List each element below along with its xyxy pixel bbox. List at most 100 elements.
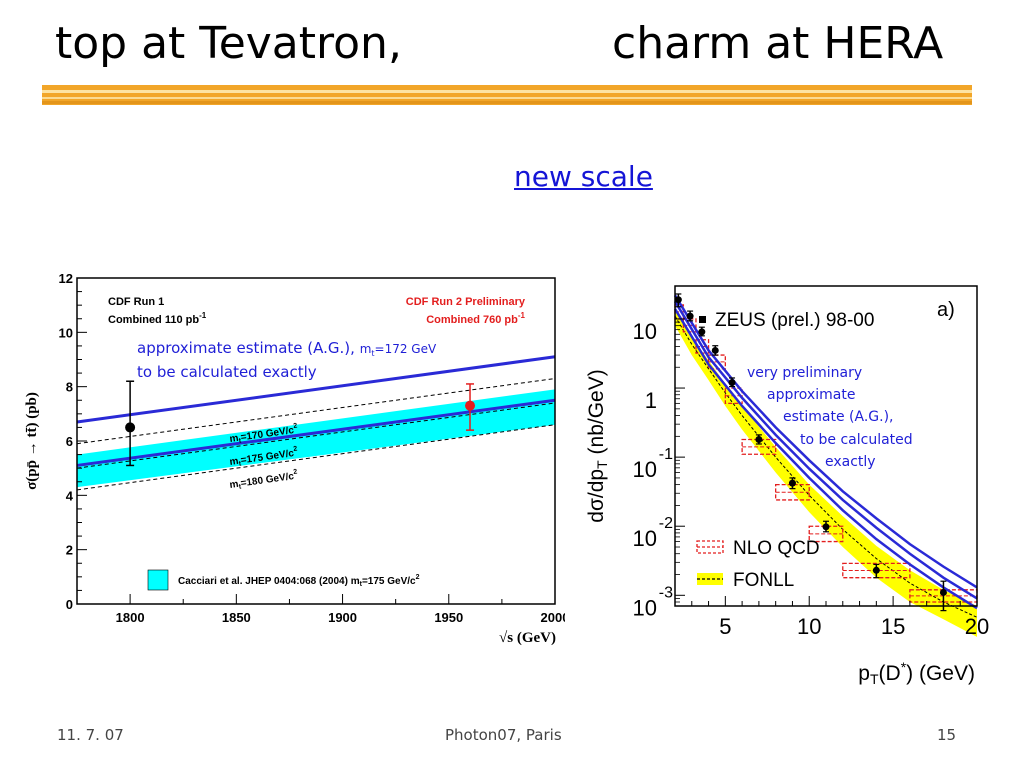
right-annotation-line4: to be calculated: [800, 432, 913, 448]
mass-label-180-rest: =180 GeV/c: [240, 471, 295, 489]
left-x-tick-label: 1850: [222, 610, 251, 625]
mass-label-175-sup: 2: [293, 446, 298, 453]
left-x-tick-label: 1800: [116, 610, 145, 625]
mass-label-175-sub: t: [238, 460, 242, 467]
left-annotation-line2: to be calculated exactly: [137, 363, 317, 381]
estimate-blue-line-0: [76, 355, 556, 424]
right-x-axis-label: p: [858, 662, 870, 685]
right-y-tick-exponent: -2: [659, 515, 673, 532]
slide-title-right: charm at HERA: [612, 18, 944, 69]
legend-run2-line2: Combined 760 pb: [426, 314, 518, 326]
left-y-tick-label: 6: [66, 434, 73, 449]
left-y-tick-label: 4: [66, 488, 74, 503]
slide-title-left: top at Tevatron,: [55, 18, 402, 69]
footer-page-number: 15: [937, 726, 957, 744]
data-point-1: [465, 400, 476, 411]
left-annotation-mass: m: [360, 342, 372, 356]
estimate-blue-line-1: [76, 398, 556, 467]
zeus-data-point-1: [686, 312, 694, 320]
zeus-data-point-5: [755, 435, 763, 443]
theory-dashed-line-2: [76, 402, 556, 469]
left-y-axis-label: σ(pp̄ → tt̄) (pb): [24, 392, 40, 490]
right-annotation-line2: approximate: [767, 387, 855, 403]
right-y-axis-label: dσ/dp: [585, 469, 608, 523]
fonll-legend-swatch: [697, 573, 723, 585]
zeus-data-point-3: [711, 346, 719, 354]
left-y-tick-label: 0: [66, 597, 73, 612]
svg-text:Combined 110 pb-1: Combined 110 pb-1: [108, 311, 207, 326]
left-y-tick-label: 10: [59, 325, 73, 340]
fonll-central-line: [674, 315, 978, 618]
new-scale-link[interactable]: new scale: [514, 160, 653, 193]
nlo-legend-swatch: [696, 540, 724, 554]
right-x-tick-label: 20: [965, 614, 989, 639]
left-y-tick-label: 2: [66, 543, 73, 558]
mass-label-180-sub: t: [238, 483, 242, 490]
estimate-blue-curve-2: [673, 300, 978, 600]
zeus-legend-marker: [699, 316, 706, 323]
zeus-data-point-4: [728, 379, 736, 387]
left-x-axis-label: √s (GeV): [499, 630, 556, 646]
theory-dashed-line-1: [76, 378, 556, 445]
right-y-tick-label: 10: [633, 526, 657, 551]
right-annotation-line1: very preliminary: [747, 365, 862, 381]
footer-event: Photon07, Paris: [445, 726, 562, 744]
right-x-axis-label-sub: T: [870, 671, 879, 687]
zeus-data-point-2: [698, 328, 706, 336]
svg-text:Combined 760 pb-1: Combined 760 pb-1: [426, 311, 525, 326]
right-annotation-line5: exactly: [825, 454, 876, 470]
mass-label-180-sup: 2: [293, 469, 298, 476]
title-underline-rule: [42, 85, 972, 105]
svg-text:mt=180 GeV/c2: mt=180 GeV/c2: [229, 469, 299, 492]
right-x-tick-label: 15: [881, 614, 905, 639]
theory-dashed-line-0: [76, 424, 556, 491]
svg-text:pT(D*) (GeV): pT(D*) (GeV): [858, 659, 975, 687]
fonll-legend-label: FONLL: [733, 570, 794, 591]
zeus-legend-label: ZEUS (prel.) 98-00: [715, 310, 874, 331]
right-x-axis-label-sup: *: [901, 659, 907, 675]
legend-run1-line1: CDF Run 1: [108, 296, 164, 308]
mass-label-170-sub: t: [238, 437, 242, 444]
left-annotation-line1: approximate estimate (A.G.),: [137, 339, 360, 357]
legend-run1-line2: Combined 110 pb: [108, 314, 199, 326]
band-legend-swatch: [147, 569, 169, 591]
mass-label-170-sup: 2: [293, 423, 298, 430]
band-legend-text: Cacciari et al. JHEP 0404:068 (2004) m: [178, 576, 360, 587]
estimate-blue-curve-0: [673, 308, 978, 610]
fonll-band: [675, 308, 977, 637]
left-y-tick-label: 8: [66, 380, 73, 395]
right-y-tick-exponent: -1: [659, 446, 673, 463]
svg-text:approximate estimate (A.G.), m: approximate estimate (A.G.), mt=172 GeV: [137, 339, 437, 358]
right-y-tick-label: 10: [633, 319, 657, 344]
left-x-tick-label: 1950: [434, 610, 463, 625]
zeus-data-point-9: [939, 588, 947, 596]
right-y-tick-label: 10: [633, 595, 657, 620]
mass-label-175-m: m: [229, 456, 239, 468]
left-x-tick-label: 1900: [328, 610, 357, 625]
legend-run2-sup: -1: [518, 311, 526, 320]
svg-text:dσ/dpT (nb/GeV): dσ/dpT (nb/GeV): [585, 369, 610, 522]
right-x-tick-label: 10: [797, 614, 821, 639]
right-annotation-line3: estimate (A.G.),: [783, 409, 894, 425]
mass-label-170-m: m: [229, 433, 239, 445]
right-y-tick-label: 1: [645, 388, 657, 413]
estimate-blue-curve-1: [673, 294, 978, 589]
left-annotation-mass-sub: t: [371, 349, 374, 358]
band-legend-sub: t: [360, 581, 363, 588]
panel-label: a): [937, 299, 955, 321]
band-legend-sup: 2: [416, 574, 420, 581]
data-point-0: [125, 422, 136, 433]
zeus-data-point-6: [788, 479, 796, 487]
right-y-axis-label-rest: (nb/GeV): [585, 369, 608, 460]
left-y-tick-label: 12: [59, 271, 73, 286]
right-y-tick-label: 10: [633, 457, 657, 482]
right-y-axis-label-sub: T: [594, 460, 610, 469]
nlo-legend-label: NLO QCD: [733, 538, 820, 559]
theory-band: [77, 389, 555, 488]
right-y-tick-exponent: -3: [659, 584, 673, 601]
left-annotation-mass-rest: =172 GeV: [375, 342, 437, 356]
zeus-data-point-8: [872, 566, 880, 574]
right-x-axis-label-mid: (D: [879, 662, 901, 685]
